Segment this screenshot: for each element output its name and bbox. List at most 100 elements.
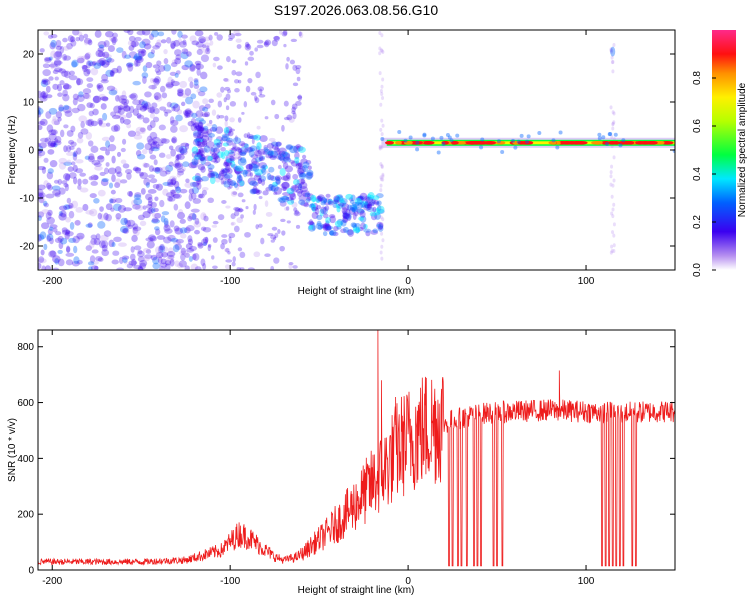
spectrogram-cell xyxy=(52,227,58,233)
spectrogram-cell xyxy=(250,188,259,195)
spectrogram-cell xyxy=(90,234,97,240)
spectrogram-cell xyxy=(126,62,133,68)
spectrogram-cell xyxy=(169,220,175,228)
spectrogram-cell xyxy=(190,263,198,270)
spectrogram-cell xyxy=(160,215,166,223)
spectrogram-cell xyxy=(171,137,177,143)
spectrogram-cell xyxy=(43,79,51,86)
spectrogram-cell xyxy=(200,212,207,221)
spectrogram-cell xyxy=(245,169,252,177)
spectrogram-cell xyxy=(123,30,131,33)
spectrogram-cell xyxy=(132,226,142,232)
spectrogram-cell xyxy=(108,89,118,96)
spectrogram-cell xyxy=(161,92,168,99)
spectrogram-cell xyxy=(52,267,60,270)
spectrogram-cell xyxy=(147,124,153,131)
spectrogram-cell xyxy=(105,213,112,222)
spectrogram-cell xyxy=(376,193,384,199)
spectrogram-cell xyxy=(86,102,93,108)
spectrogram-cell xyxy=(38,145,44,153)
spectrogram-cell xyxy=(222,142,230,147)
spectrogram-cell xyxy=(122,257,128,264)
spectrogram-cell xyxy=(114,182,121,189)
spectrogram-cell xyxy=(278,147,287,155)
spectrogram-cell xyxy=(168,196,176,202)
spectrogram-cell xyxy=(179,125,189,133)
spectrogram-cell xyxy=(176,109,183,115)
spectrogram-cell xyxy=(306,193,314,200)
spectrogram-cell xyxy=(117,95,124,101)
spectrogram-cell xyxy=(105,203,113,211)
spectrogram-cell xyxy=(203,215,209,222)
spectrogram-cell xyxy=(298,172,307,180)
spectrogram-cell xyxy=(248,149,255,158)
spectrogram-cell xyxy=(97,155,104,160)
spectrogram-cell xyxy=(258,162,267,169)
spectrogram-cell xyxy=(297,183,303,191)
spectrogram-cell xyxy=(241,111,245,115)
carrier-peak xyxy=(635,141,645,145)
spectrogram-cell xyxy=(145,61,153,69)
spectrogram-cell xyxy=(165,164,174,173)
spectrogram-cell xyxy=(316,204,322,210)
spectrogram-cell xyxy=(66,246,71,253)
spectrogram-cell xyxy=(279,155,286,162)
spectrogram-cell xyxy=(355,226,361,233)
spectrogram-cell xyxy=(480,137,485,142)
spectrogram-y-tick-label: 10 xyxy=(23,98,35,109)
spectrogram-cell xyxy=(86,60,91,69)
spectrogram-cell xyxy=(286,172,291,180)
spectrogram-cell xyxy=(111,67,119,74)
spectrogram-cell xyxy=(184,96,194,105)
spectrogram-cell xyxy=(61,180,68,185)
spectrogram-cell xyxy=(294,156,300,164)
spectrogram-cell xyxy=(220,147,226,152)
spectrogram-cell xyxy=(38,262,42,270)
spectrogram-cell xyxy=(319,208,324,217)
spectrogram-cell xyxy=(239,169,249,175)
snr-x-axis-label: Height of straight line (km) xyxy=(298,585,415,596)
spectrogram-cell xyxy=(238,174,243,182)
spectrogram-cell xyxy=(165,256,175,263)
spectrogram-cell xyxy=(81,64,88,70)
spectrogram-cell xyxy=(188,256,193,262)
spectrogram-cell xyxy=(43,243,48,251)
spectrogram-cell xyxy=(152,116,160,123)
spectrogram-cell xyxy=(307,224,316,232)
spectrogram-cell xyxy=(612,202,616,207)
spectrogram-cell xyxy=(169,116,175,124)
spectrogram-cell xyxy=(131,41,137,48)
spectrogram-cell xyxy=(147,174,156,179)
spectrogram-cell xyxy=(271,39,278,47)
spectrogram-cell xyxy=(154,246,163,254)
spectrogram-cell xyxy=(232,182,236,186)
spectrogram-cell xyxy=(56,83,63,92)
spectrogram-cell xyxy=(220,136,230,142)
spectrogram-cell xyxy=(58,157,67,164)
spectrogram-cell xyxy=(281,124,285,132)
spectrogram-cell xyxy=(296,76,301,82)
spectrogram-cell xyxy=(191,181,200,188)
spectrogram-cell xyxy=(52,115,57,122)
spectrogram-cell xyxy=(148,234,156,242)
spectrogram-cell xyxy=(154,212,162,219)
spectrogram-cell xyxy=(185,178,190,184)
spectrogram-cell xyxy=(311,204,317,212)
spectrogram-cell xyxy=(239,150,247,156)
spectrogram-cell xyxy=(378,51,382,56)
spectrogram-cell xyxy=(109,198,117,204)
spectrogram-cell xyxy=(274,145,279,153)
spectrogram-cell xyxy=(75,206,84,213)
spectrogram-cell xyxy=(194,266,202,270)
spectrogram-cell xyxy=(358,216,365,221)
spectrogram-cell xyxy=(47,168,54,174)
spectrogram-cell xyxy=(223,180,231,188)
spectrogram-cell xyxy=(164,259,172,266)
spectrogram-cell xyxy=(95,233,101,240)
spectrogram-cell xyxy=(103,230,112,237)
spectrogram-cell xyxy=(211,123,218,132)
spectrogram-cell xyxy=(307,221,315,226)
spectrogram-cell xyxy=(612,111,616,116)
spectrogram-cell xyxy=(170,125,178,133)
spectrogram-cell xyxy=(44,56,52,62)
